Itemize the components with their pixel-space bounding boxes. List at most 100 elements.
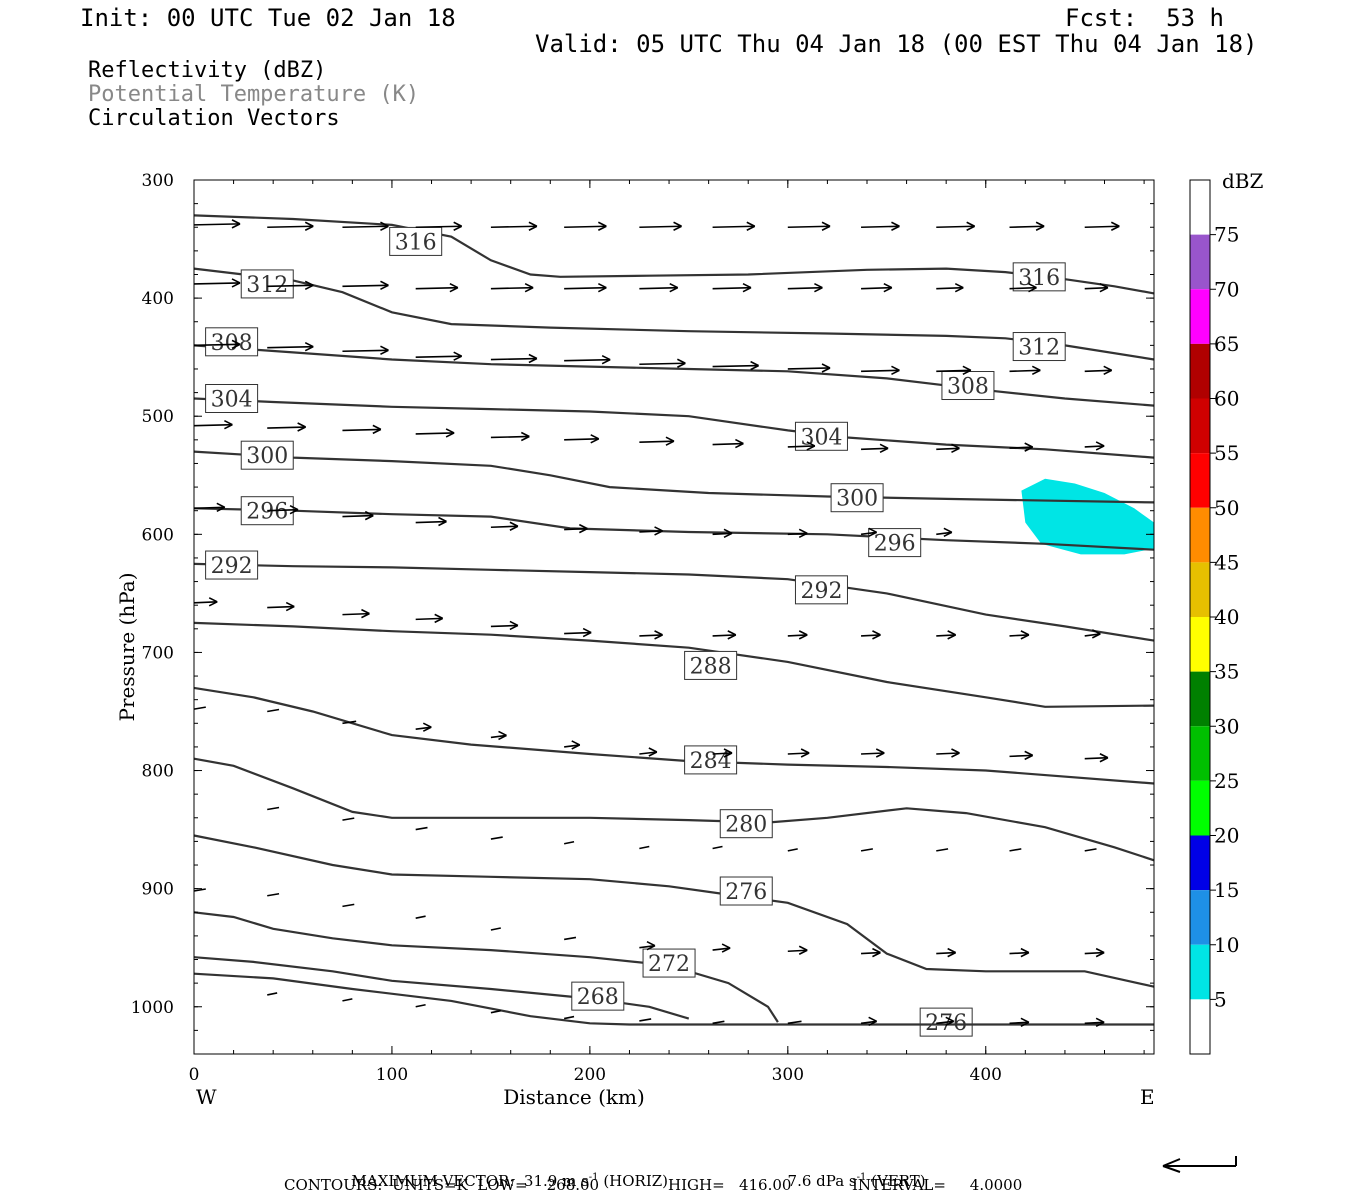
circulation-vector [564, 438, 599, 441]
vector-head [962, 365, 972, 376]
circulation-vector [787, 752, 810, 755]
theta-contour-284 [193, 686, 1155, 785]
y-tick-label: 700 [142, 643, 174, 663]
vector-head [677, 358, 686, 368]
circulation-vector [712, 286, 752, 290]
contour-label-308: 308 [947, 375, 989, 400]
circulation-vector [936, 848, 949, 852]
vector-head [1091, 629, 1101, 639]
y-tick-label: 500 [142, 407, 174, 427]
circulation-vector [490, 225, 537, 229]
theta-contour-268 [193, 956, 690, 1020]
colorbar-swatch [1190, 835, 1210, 891]
circulation-vector [936, 1020, 954, 1025]
y-axis-label: Pressure (hPa) [115, 573, 139, 722]
vector-head [648, 747, 658, 757]
vector-head [947, 947, 957, 958]
valid-time: Valid: 05 UTC Thu 04 Jan 18 (00 EST Thu … [535, 30, 1258, 58]
contour-label-272: 272 [648, 952, 690, 977]
vector-head [742, 282, 752, 293]
vector-head [231, 219, 241, 229]
vector-head [509, 521, 519, 531]
circulation-vector [267, 284, 314, 288]
vector-head [1020, 630, 1030, 640]
circulation-vector [936, 225, 975, 229]
circulation-vector [860, 848, 873, 852]
vector-head [1103, 365, 1113, 376]
colorbar-label: 10 [1214, 933, 1239, 957]
colorbar-swatch [1190, 234, 1210, 290]
circulation-vector [490, 734, 507, 739]
x-tick-label: 300 [772, 1065, 804, 1085]
vector-head [798, 630, 808, 640]
circulation-vector [1009, 446, 1033, 449]
circulation-vector [860, 1020, 877, 1025]
circulation-vector [1084, 445, 1105, 448]
circulation-vector [342, 998, 353, 1002]
y-tick-label: 600 [142, 525, 174, 545]
init-time: Init: 00 UTC Tue 02 Jan 18 [80, 4, 456, 32]
circulation-vector [563, 1015, 575, 1020]
vector-head [498, 730, 507, 741]
max-vector-horiz: (HORIZ) [603, 1172, 669, 1190]
circulation-vector [193, 343, 241, 347]
circulation-vector [639, 944, 656, 949]
vector-head [1099, 753, 1109, 763]
y-tick-label: 400 [142, 289, 174, 309]
circulation-vector [342, 903, 355, 908]
contour-label-300: 300 [836, 487, 878, 512]
axes: 300 400 500 600 700 800 900 1000 0 100 200 300 400 Di… [115, 171, 1155, 1109]
circulation-vector [342, 428, 381, 432]
vector-head [945, 1016, 955, 1027]
vector-head [891, 365, 900, 376]
vector-head [453, 221, 463, 231]
vector-head [883, 282, 893, 293]
circulation-vector [861, 752, 885, 755]
footer-max-vector: MAXIMUM VECTOR: 31.9 m s-1 (HORIZ) [342, 1158, 669, 1190]
circulation-vector [342, 284, 389, 288]
circulation-vector [639, 286, 678, 290]
circulation-vector [1084, 225, 1120, 229]
reference-vector-icon [1162, 1156, 1237, 1173]
circulation-vector [564, 631, 592, 635]
circulation-vector [712, 532, 733, 536]
colorbar-label: 15 [1214, 878, 1239, 902]
colorbar-swatch [1190, 999, 1210, 1054]
circulation-vector [1084, 633, 1101, 637]
circulation-vector [787, 1020, 802, 1025]
circulation-vector [564, 286, 607, 290]
vector-head [361, 608, 370, 619]
circulation-vector [490, 286, 534, 290]
colorbar-swatch [1190, 890, 1210, 945]
footer-high: HIGH= 416.00 [668, 1176, 792, 1194]
circulation-vector [861, 369, 900, 373]
circulation-vector [267, 508, 299, 512]
circulation-vector [712, 752, 733, 755]
contour-label-box [205, 384, 259, 413]
colorbar-swatch [1190, 944, 1210, 1000]
circulation-vector [415, 1003, 426, 1008]
vector-head [646, 940, 656, 951]
circulation-vector [267, 345, 314, 349]
circulation-vector [712, 947, 731, 951]
max-vector-text: MAXIMUM VECTOR: 31.9 m s [351, 1172, 589, 1190]
contour-label-box [642, 948, 696, 978]
circulation-vector [193, 506, 225, 510]
circulation-vector [267, 708, 280, 713]
theta-contour-288 [193, 621, 1155, 708]
vector-head [597, 221, 607, 231]
circulation-vector [861, 951, 881, 955]
theta-contour-272 [193, 911, 779, 1023]
vector-head [951, 443, 960, 454]
vector-head [951, 748, 960, 758]
contour-label-300: 300 [246, 444, 288, 469]
circulation-vector [787, 848, 798, 852]
colorbar-label: 5 [1214, 987, 1227, 1011]
circulation-vector [787, 532, 808, 536]
title-reflectivity: Reflectivity (dBZ) [88, 58, 327, 83]
vector-layer [193, 219, 1120, 1028]
circulation-vector [193, 888, 206, 892]
contour-label-292: 292 [800, 579, 842, 604]
vector-head [800, 748, 810, 758]
circulation-vector [1009, 225, 1045, 229]
